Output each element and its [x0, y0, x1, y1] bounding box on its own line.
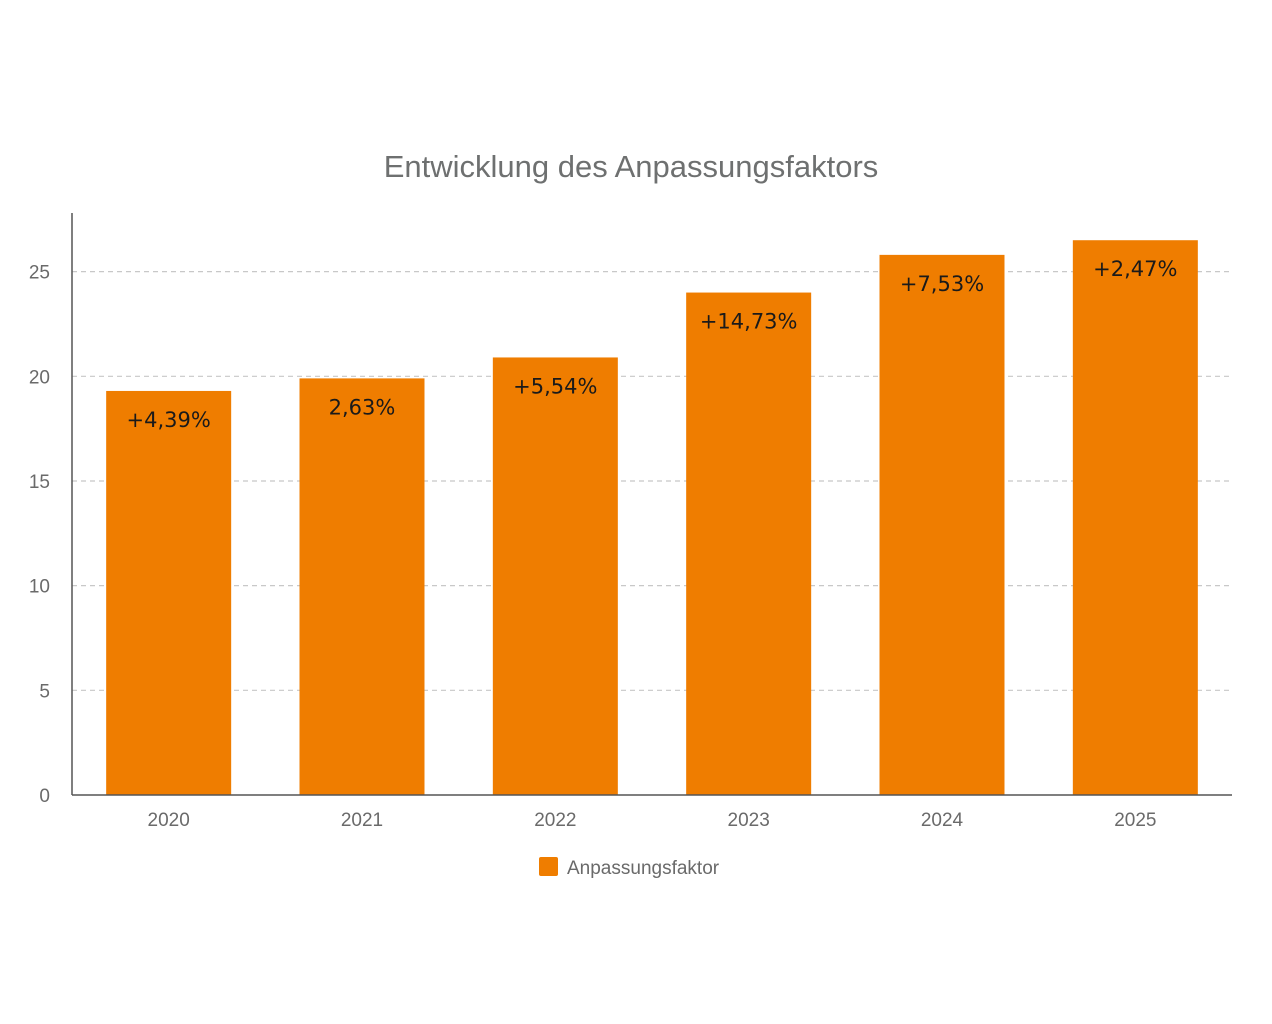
x-tick-label-2022: 2022 — [534, 810, 576, 831]
bar-2025[interactable] — [1072, 240, 1198, 795]
bar-label-2022: +5,54% — [513, 374, 597, 398]
gridlines — [72, 271, 1232, 691]
x-tick-label-2020: 2020 — [148, 810, 190, 831]
x-tick-label-2024: 2024 — [921, 810, 964, 831]
legend[interactable]: Anpassungsfaktor — [539, 857, 720, 879]
legend-label: Anpassungsfaktor — [567, 858, 720, 879]
y-tick-label-20: 20 — [29, 367, 50, 388]
bar-label-2024: +7,53% — [900, 272, 984, 296]
bar-2020[interactable] — [106, 390, 232, 795]
bar-label-2020: +4,39% — [127, 408, 211, 432]
y-tick-label-25: 25 — [29, 263, 50, 284]
y-tick-label-10: 10 — [29, 577, 50, 598]
bars — [106, 240, 1198, 796]
y-tick-label-0: 0 — [39, 786, 50, 807]
bar-2023[interactable] — [686, 292, 812, 795]
legend-swatch — [539, 857, 558, 876]
bar-label-2023: +14,73% — [700, 310, 798, 334]
bar-label-2025: +2,47% — [1093, 257, 1177, 281]
x-tick-label-2025: 2025 — [1114, 810, 1156, 831]
x-tick-label-2023: 2023 — [728, 810, 770, 831]
bar-2024[interactable] — [879, 254, 1005, 796]
y-tick-label-5: 5 — [39, 681, 50, 702]
y-tick-label-15: 15 — [29, 472, 50, 493]
bar-2021[interactable] — [299, 378, 425, 795]
bar-2022[interactable] — [492, 357, 618, 795]
y-axis-ticks: 0 5 10 15 20 25 — [29, 263, 50, 807]
x-tick-label-2021: 2021 — [341, 810, 383, 831]
chart-title: Entwicklung des Anpassungsfaktors — [384, 149, 879, 184]
x-axis-ticks: 2020 2021 2022 2023 2024 2025 — [148, 810, 1157, 831]
bar-labels: +4,39% 2,63% +5,54% +14,73% +7,53% +2,47% — [127, 257, 1178, 432]
bar-label-2021: 2,63% — [329, 395, 396, 419]
